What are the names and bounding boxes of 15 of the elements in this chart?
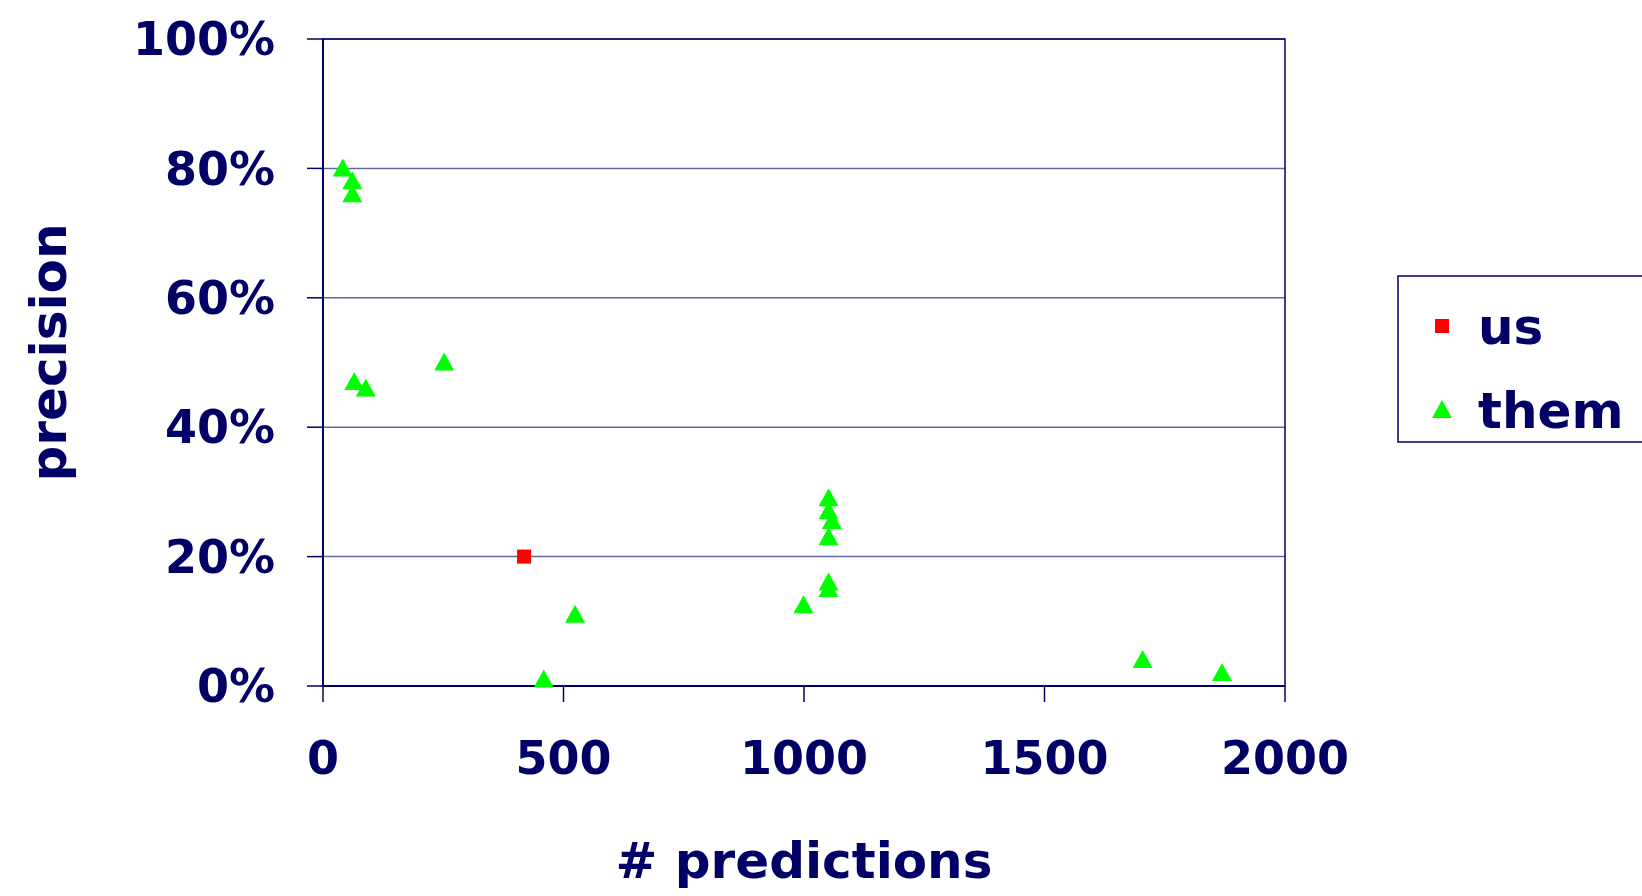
y-tick-label: 60% (164, 270, 275, 325)
x-tick-label: 1000 (739, 731, 869, 785)
x-tick-label: 2000 (1220, 731, 1350, 785)
y-tick-label: 40% (164, 400, 275, 455)
y-tick-label: 100% (132, 12, 275, 67)
y-tick-label: 80% (164, 141, 275, 196)
x-axis-title: # predictions (615, 832, 993, 890)
x-tick-label: 0 (306, 731, 340, 785)
legend-label: us (1478, 297, 1544, 356)
y-axis-title: precision (20, 223, 78, 482)
y-tick-label: 20% (164, 529, 275, 584)
legend-label: them (1478, 381, 1624, 440)
x-tick-label: 1500 (980, 731, 1109, 785)
y-tick-label: 0% (196, 659, 275, 714)
x-tick-label: 500 (515, 731, 612, 785)
